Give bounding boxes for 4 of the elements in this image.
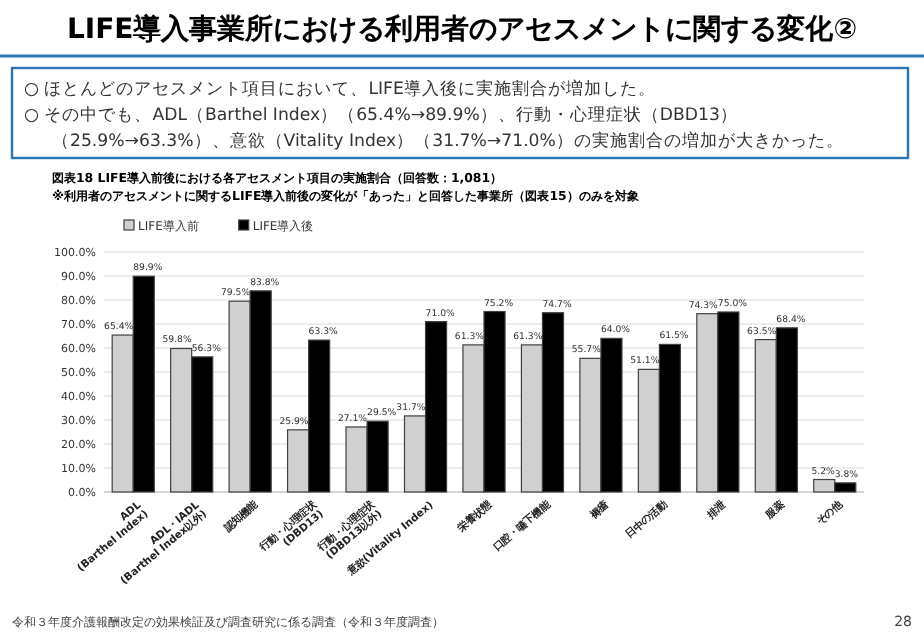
- text: ○ その中でも、ADL（Barthel Index）（65.4%→89.9%）、行動・心理症状（DBD13）: [24, 104, 738, 126]
- text: ○ ほとんどのアセスメント項目において、LIFE導入後に実施割合が増加した。: [24, 78, 656, 100]
- text: （25.9%→63.3%）、意欲（Vitality Index）（31.7%→71.0%）の実施割合の増加が大きかった。: [52, 130, 844, 152]
- chart-title: LIFE導入事業所における利用者のアセスメントに関する変化②: [66, 12, 858, 46]
